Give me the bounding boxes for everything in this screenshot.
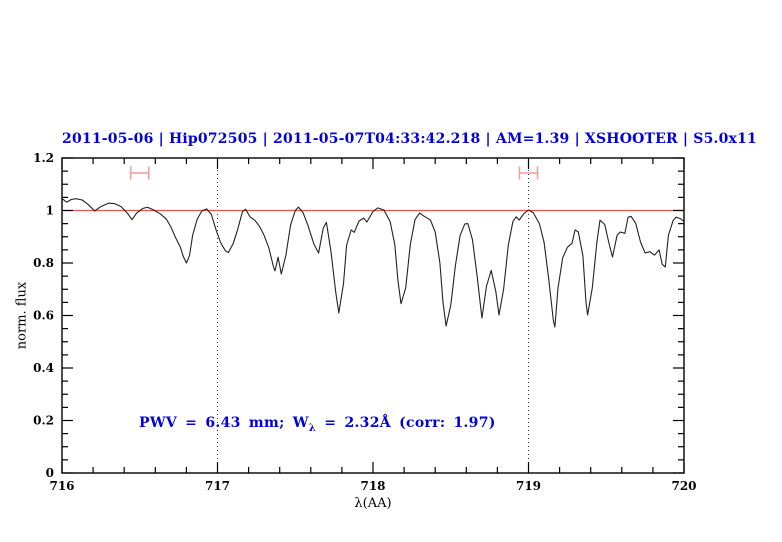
x-tick-label: 720 bbox=[671, 479, 696, 493]
x-tick-label: 719 bbox=[516, 479, 541, 493]
y-tick-label: 0.2 bbox=[33, 414, 54, 428]
x-tick-label: 717 bbox=[205, 479, 230, 493]
y-tick-label: 0.4 bbox=[33, 361, 54, 375]
y-tick-label: 0.8 bbox=[33, 256, 54, 270]
y-tick-label: 1 bbox=[46, 204, 54, 218]
plot-title: 2011-05-06 | Hip072505 | 2011-05-07T04:3… bbox=[62, 131, 757, 147]
pwv-annotation: PWV = 6.43 mm; Wλ = 2.32Å (corr: 1.97) bbox=[139, 415, 496, 434]
x-axis-label: λ(AA) bbox=[354, 496, 392, 511]
y-tick-label: 0.6 bbox=[33, 309, 54, 323]
pwv-annotation-prefix: PWV = 6.43 mm; W bbox=[139, 415, 309, 431]
x-tick-label: 716 bbox=[49, 479, 74, 493]
spectrum-line bbox=[61, 198, 685, 328]
y-tick-label: 1.2 bbox=[33, 151, 54, 165]
x-tick-label: 718 bbox=[360, 479, 385, 493]
y-tick-label: 0 bbox=[46, 466, 54, 480]
pwv-annotation-lambda-subscript: λ bbox=[308, 422, 317, 434]
y-axis-label: norm. flux bbox=[14, 281, 30, 350]
pwv-annotation-suffix: = 2.32Å (corr: 1.97) bbox=[316, 415, 496, 431]
